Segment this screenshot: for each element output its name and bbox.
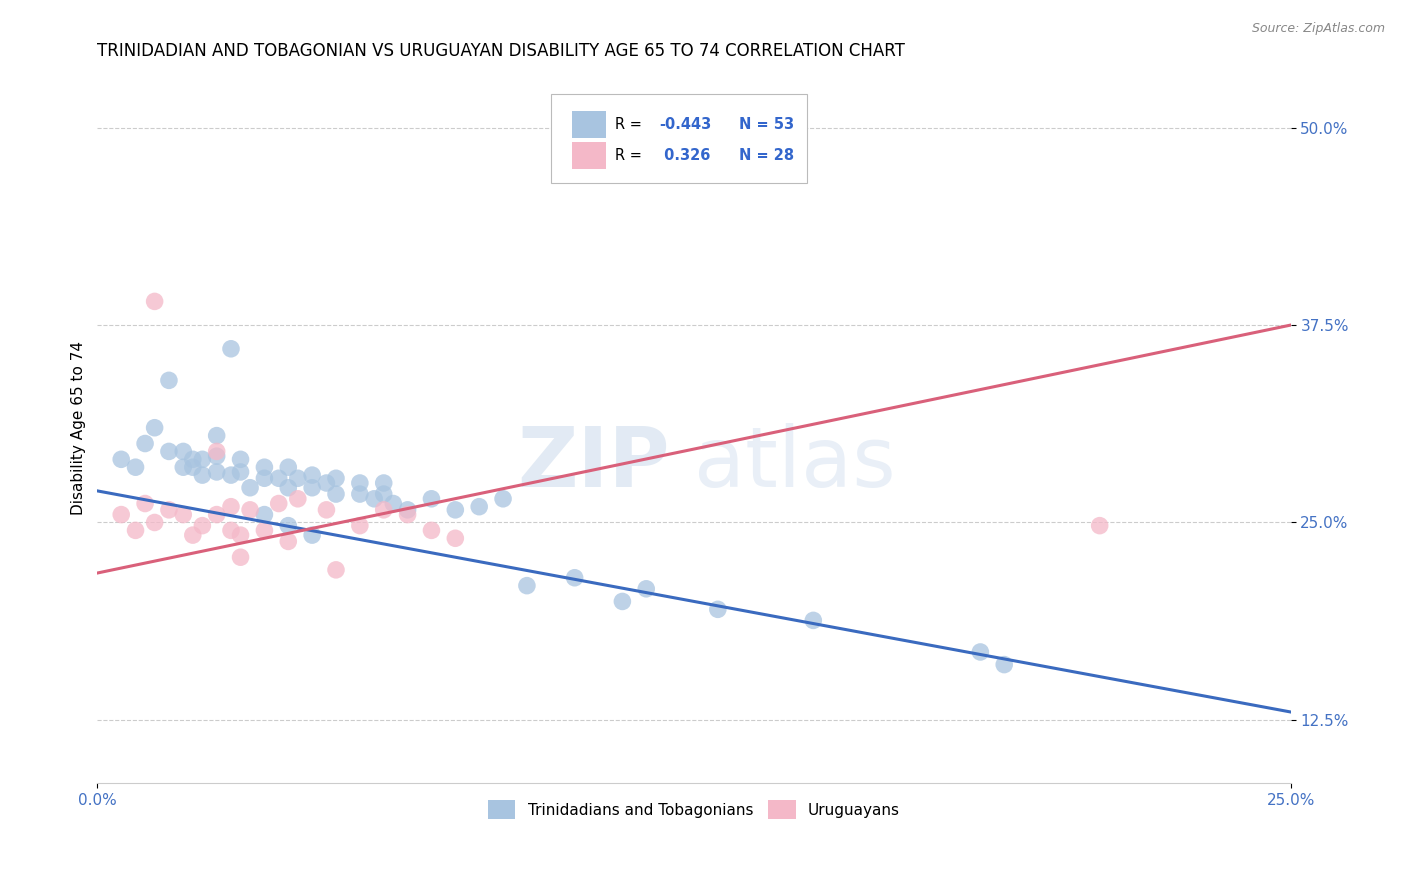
Y-axis label: Disability Age 65 to 74: Disability Age 65 to 74 [72, 341, 86, 515]
Point [287, 491, 309, 506]
Point [143, 516, 166, 530]
Point [253, 471, 276, 485]
Text: R =: R = [616, 148, 647, 163]
Point [373, 503, 395, 517]
Point [420, 524, 443, 538]
Point [267, 496, 290, 510]
Text: ZIP: ZIP [517, 423, 671, 504]
Point [191, 468, 214, 483]
Text: atlas: atlas [695, 423, 896, 504]
FancyBboxPatch shape [572, 142, 606, 169]
Point [110, 452, 132, 467]
Point [325, 471, 347, 485]
Point [301, 481, 323, 495]
Point [110, 508, 132, 522]
Text: N = 28: N = 28 [740, 148, 794, 163]
Point [124, 524, 146, 538]
Point [315, 503, 337, 517]
Point [325, 487, 347, 501]
Point [349, 518, 371, 533]
Point [253, 460, 276, 475]
Point [636, 582, 658, 596]
Point [349, 487, 371, 501]
Point [325, 563, 347, 577]
Point [301, 468, 323, 483]
Point [191, 518, 214, 533]
Point [134, 496, 156, 510]
Legend: Trinidadians and Tobagonians, Uruguayans: Trinidadians and Tobagonians, Uruguayans [482, 794, 907, 825]
Point [301, 528, 323, 542]
Point [205, 428, 228, 442]
Point [157, 373, 180, 387]
Point [267, 471, 290, 485]
Point [492, 491, 515, 506]
Text: R =: R = [616, 117, 647, 132]
Text: -0.443: -0.443 [659, 117, 711, 132]
Point [205, 449, 228, 463]
Point [219, 524, 242, 538]
Point [363, 491, 385, 506]
Point [134, 436, 156, 450]
Point [373, 475, 395, 490]
Point [373, 487, 395, 501]
Point [172, 444, 194, 458]
Point [229, 452, 252, 467]
Point [277, 481, 299, 495]
Point [253, 524, 276, 538]
Text: TRINIDADIAN AND TOBAGONIAN VS URUGUAYAN DISABILITY AGE 65 TO 74 CORRELATION CHAR: TRINIDADIAN AND TOBAGONIAN VS URUGUAYAN … [97, 42, 905, 60]
Point [801, 614, 824, 628]
Point [229, 550, 252, 565]
Point [229, 465, 252, 479]
FancyBboxPatch shape [551, 94, 807, 183]
Point [191, 452, 214, 467]
Point [564, 571, 586, 585]
Point [1088, 518, 1111, 533]
Point [229, 528, 252, 542]
Point [205, 444, 228, 458]
Point [172, 508, 194, 522]
Point [157, 503, 180, 517]
Point [181, 452, 204, 467]
Point [707, 602, 730, 616]
Point [468, 500, 491, 514]
Point [181, 528, 204, 542]
Text: Source: ZipAtlas.com: Source: ZipAtlas.com [1251, 22, 1385, 36]
Point [444, 531, 467, 545]
Point [253, 508, 276, 522]
Point [181, 460, 204, 475]
Point [516, 579, 538, 593]
Point [239, 503, 262, 517]
Point [993, 657, 1015, 672]
FancyBboxPatch shape [572, 111, 606, 137]
Point [157, 444, 180, 458]
Text: N = 53: N = 53 [740, 117, 794, 132]
Point [219, 468, 242, 483]
Point [143, 421, 166, 435]
Point [219, 342, 242, 356]
Point [205, 465, 228, 479]
Point [124, 460, 146, 475]
Point [349, 475, 371, 490]
Point [420, 491, 443, 506]
Point [277, 518, 299, 533]
Point [444, 503, 467, 517]
Point [287, 471, 309, 485]
Point [612, 594, 634, 608]
Point [277, 534, 299, 549]
Point [315, 475, 337, 490]
Point [172, 460, 194, 475]
Point [969, 645, 991, 659]
Point [277, 460, 299, 475]
Point [205, 508, 228, 522]
Point [396, 503, 419, 517]
Point [143, 294, 166, 309]
Point [396, 508, 419, 522]
Point [219, 500, 242, 514]
Point [239, 481, 262, 495]
Text: 0.326: 0.326 [659, 148, 711, 163]
Point [382, 496, 405, 510]
